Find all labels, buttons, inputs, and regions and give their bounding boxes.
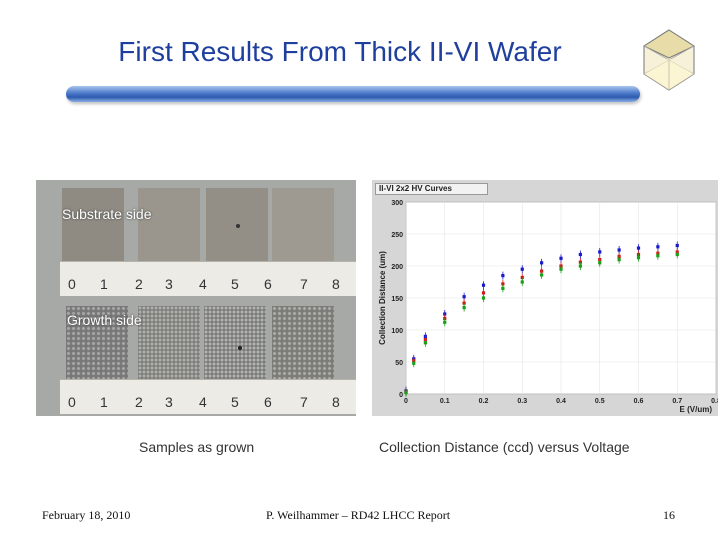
chart-svg: 0 50 100 150 200 250 300 0 0.1 0.2 0.3 0.4 0.5 0.6 0.7… [378, 200, 718, 414]
ruler-mark: 7 [300, 276, 308, 292]
chart-x-axis-label: E (V/um) [680, 405, 713, 414]
ruler-mark: 1 [100, 276, 108, 292]
data-point [443, 312, 447, 316]
ruler [60, 261, 356, 296]
ruler-mark: 6 [264, 276, 272, 292]
y-tick-label: 0 [399, 392, 403, 399]
data-point [481, 283, 486, 287]
data-point [578, 252, 582, 257]
data-point [462, 295, 466, 299]
data-point [443, 320, 447, 324]
data-point [617, 258, 621, 262]
data-point [617, 248, 621, 252]
x-tick-label: 0.4 [556, 398, 566, 405]
ruler-mark: 8 [332, 394, 340, 410]
x-tick-label: 0.8 [711, 398, 718, 405]
ruler-numbers-top: 0 1 2 3 4 5 6 7 8 [60, 262, 356, 296]
title-underline-bar [66, 86, 640, 102]
y-tick-label: 200 [391, 264, 403, 271]
x-tick-label: 0 [404, 398, 408, 405]
slide-title: First Results From Thick II-VI Wafer [118, 36, 562, 67]
footer-date: February 18, 2010 [42, 508, 131, 522]
data-point [559, 267, 563, 271]
ruler-mark: 5 [231, 394, 239, 410]
data-point [501, 274, 505, 278]
ruler-mark: 4 [199, 394, 207, 410]
sample-2 [138, 188, 200, 262]
data-point [423, 341, 427, 345]
ruler-mark: 3 [165, 394, 173, 410]
x-tick-label: 0.6 [634, 398, 644, 405]
ruler-mark: 4 [199, 276, 207, 292]
hv-curves-chart: II-VI 2x2 HV Curves 0 50 100 150 200 250 300 0 0… [372, 180, 718, 416]
substrate-side-label: Substrate side [62, 206, 152, 222]
crystal-logo-icon [642, 29, 696, 91]
ruler-mark: 2 [135, 394, 143, 410]
y-tick-label: 300 [391, 200, 403, 207]
sample-3 [206, 188, 268, 262]
x-tick-label: 0.7 [672, 398, 682, 405]
x-tick-label: 0.3 [517, 398, 527, 405]
data-point [656, 245, 660, 249]
data-point [520, 275, 524, 280]
data-point [501, 282, 505, 286]
data-point [501, 286, 505, 290]
data-point [675, 243, 679, 248]
ruler-mark: 2 [135, 276, 143, 292]
ruler-mark: 7 [300, 394, 308, 410]
ruler-mark: 5 [231, 276, 239, 292]
sample-2 [138, 306, 200, 380]
chart-header: II-VI 2x2 HV Curves [375, 183, 488, 195]
sample-3-spot [236, 224, 240, 228]
y-tick-label: 100 [391, 328, 403, 335]
data-point [481, 291, 486, 295]
data-point [520, 280, 524, 284]
footer-center: P. Weilhammer – RD42 LHCC Report [266, 508, 451, 522]
y-tick-label: 250 [391, 232, 403, 239]
sample-4 [272, 188, 334, 262]
data-point [481, 296, 486, 300]
ruler-mark: 8 [332, 276, 340, 292]
data-point [540, 261, 544, 265]
sample-3-spot [238, 346, 242, 350]
ruler-mark: 3 [165, 276, 173, 292]
data-point [462, 306, 466, 310]
ruler-mark: 6 [264, 394, 272, 410]
x-tick-label: 0.2 [479, 398, 489, 405]
page-number: 16 [663, 508, 675, 522]
x-tick-label: 0.1 [440, 398, 450, 405]
ruler-mark: 0 [68, 394, 76, 410]
photos-caption: Samples as grown [139, 439, 255, 455]
data-point [636, 256, 641, 260]
ruler-mark: 1 [100, 394, 108, 410]
data-point [578, 264, 582, 268]
data-point [656, 254, 660, 258]
ruler-mark: 0 [68, 276, 76, 292]
y-tick-label: 150 [391, 296, 403, 303]
substrate-photo: 0 1 2 3 4 5 6 7 8 [36, 180, 356, 298]
data-point [540, 273, 544, 277]
data-point [636, 246, 641, 250]
growth-side-label: Growth side [67, 312, 142, 328]
ruler [60, 379, 356, 414]
sample-1 [62, 188, 124, 262]
data-point [598, 250, 602, 254]
x-tick-label: 0.5 [595, 398, 605, 405]
data-point [404, 391, 408, 395]
data-point [412, 361, 416, 365]
sample-3 [204, 306, 266, 380]
data-point [675, 252, 679, 257]
data-point [559, 256, 563, 260]
chart-y-axis-label: Collection Distance (um) [378, 251, 387, 345]
chart-caption: Collection Distance (ccd) versus Voltage [379, 439, 630, 455]
sample-1 [66, 306, 128, 380]
growth-photo: 0 1 2 3 4 5 6 7 8 [36, 298, 356, 416]
y-tick-label: 50 [395, 360, 403, 367]
data-point [598, 261, 602, 265]
ruler-numbers-bottom: 0 1 2 3 4 5 6 7 8 [60, 380, 356, 414]
sample-4 [272, 306, 334, 380]
data-point [520, 267, 524, 271]
data-point [462, 301, 466, 305]
